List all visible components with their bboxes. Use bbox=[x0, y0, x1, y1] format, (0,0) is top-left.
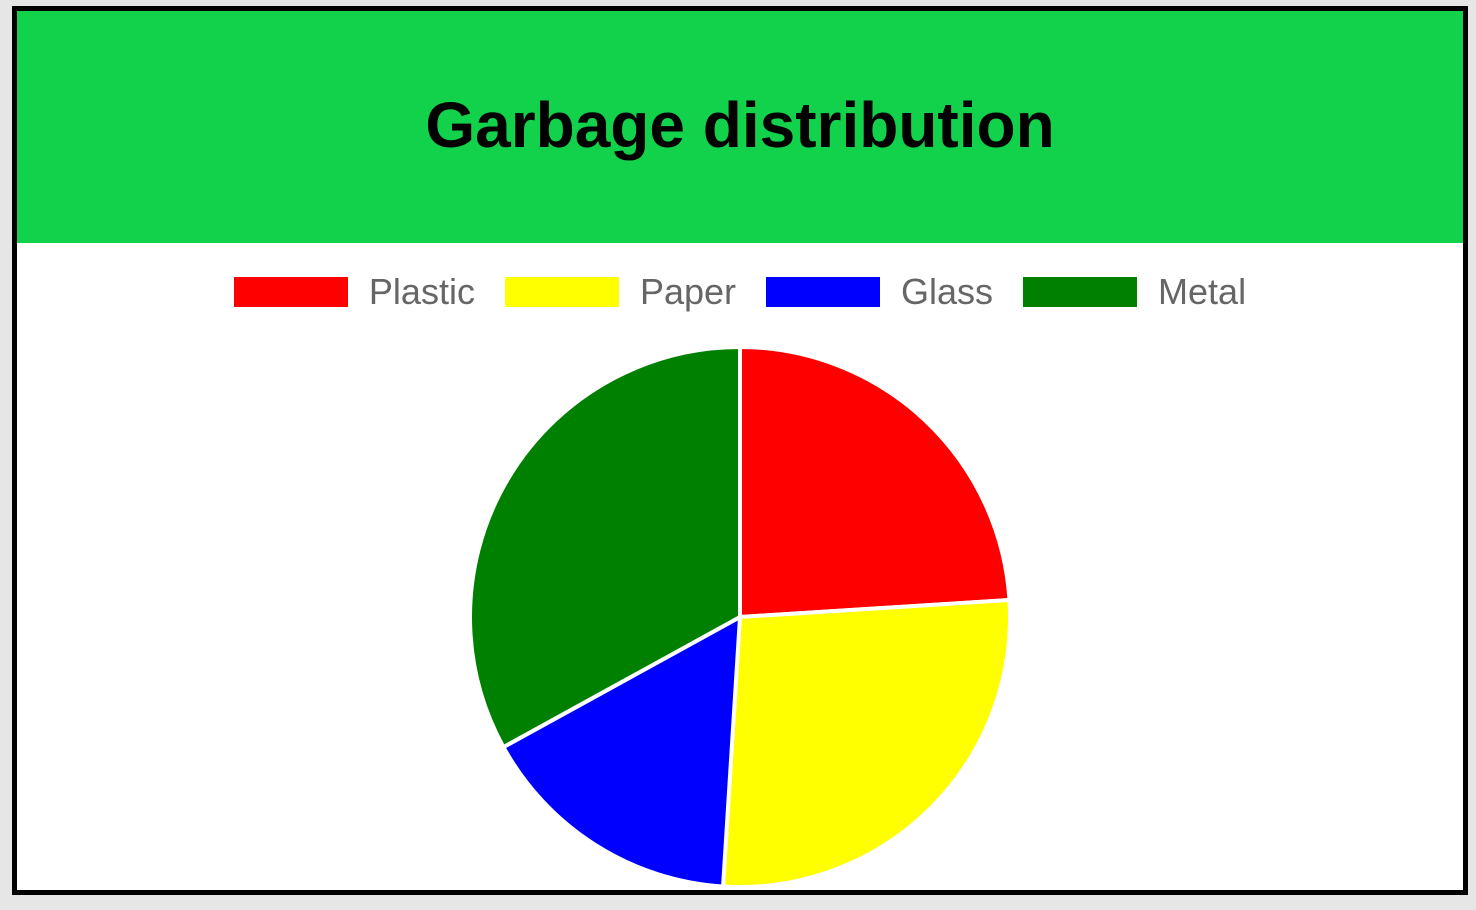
pie-slice-paper[interactable] bbox=[721, 598, 1012, 889]
chart-frame: Garbage distribution Plastic Paper Glass… bbox=[12, 6, 1468, 895]
pie-slice-plastic[interactable] bbox=[738, 345, 1012, 619]
chart-legend: Plastic Paper Glass Metal bbox=[17, 271, 1463, 313]
legend-item-plastic[interactable]: Plastic bbox=[233, 271, 475, 313]
pie-slice-glass[interactable] bbox=[501, 615, 742, 889]
legend-label-plastic: Plastic bbox=[368, 271, 475, 312]
legend-label-paper: Paper bbox=[639, 271, 737, 312]
legend-swatch-glass bbox=[766, 277, 881, 307]
legend-swatch-paper bbox=[504, 277, 619, 307]
legend-item-glass[interactable]: Glass bbox=[766, 271, 993, 313]
legend-item-metal[interactable]: Metal bbox=[1023, 271, 1246, 313]
chart-title: Garbage distribution bbox=[425, 89, 1055, 161]
legend-label-metal: Metal bbox=[1158, 271, 1247, 312]
legend-item-paper[interactable]: Paper bbox=[504, 271, 737, 313]
legend-label-glass: Glass bbox=[901, 271, 994, 312]
legend-swatch-plastic bbox=[233, 277, 348, 307]
legend-swatch-metal bbox=[1023, 277, 1138, 307]
chart-header: Garbage distribution bbox=[17, 11, 1463, 243]
pie-slices bbox=[468, 345, 1012, 889]
pie-chart bbox=[468, 345, 1012, 889]
pie-slice-metal[interactable] bbox=[468, 345, 742, 750]
